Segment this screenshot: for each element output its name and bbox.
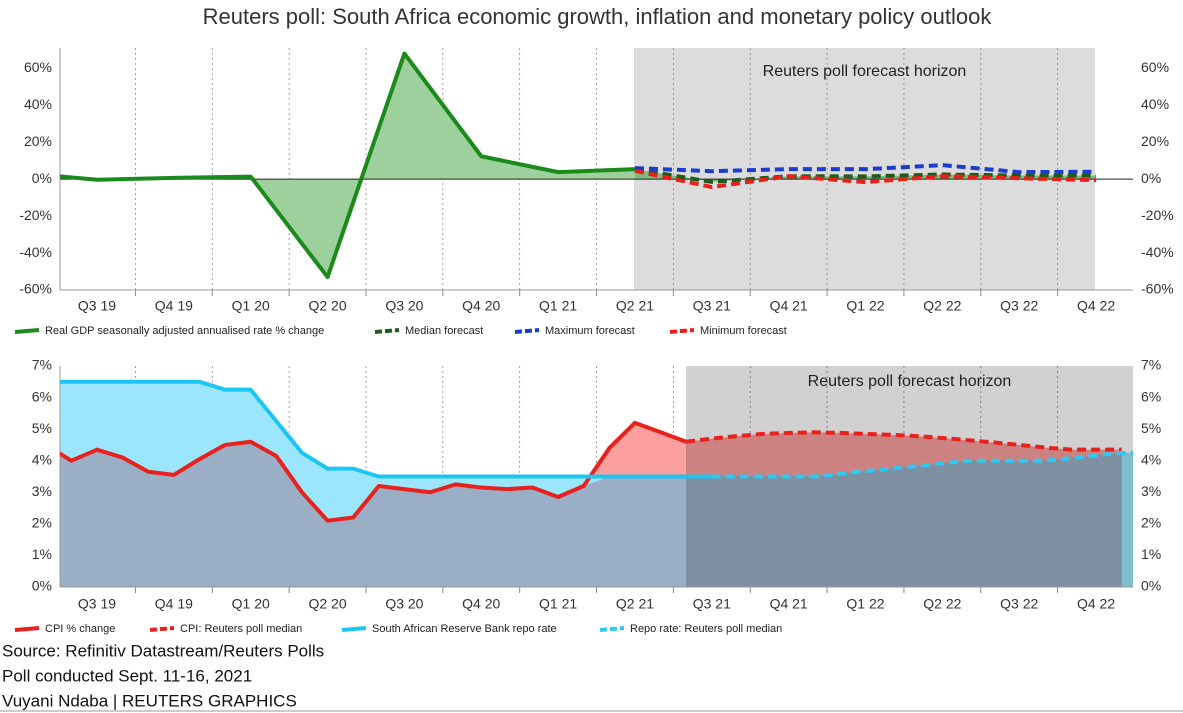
legend-label: CPI % change (45, 623, 115, 635)
x-tick-label: Q1 22 (846, 298, 884, 314)
y-tick-label: 7% (32, 357, 52, 373)
series-line (634, 167, 1097, 184)
x-tick-label: Q2 22 (923, 298, 961, 314)
x-tick-label: Q4 19 (155, 596, 193, 612)
legend-swatch (14, 626, 40, 632)
legend-swatch (149, 626, 175, 632)
y2-tick-label: 60% (1141, 59, 1169, 75)
y2-tick-label: -60% (1141, 281, 1174, 297)
series-line (634, 168, 1097, 190)
y2-tick-label: 2% (1141, 515, 1161, 531)
y-tick-label: 1% (32, 546, 52, 562)
series-line (60, 420, 687, 523)
x-tick-label: Q2 21 (616, 596, 654, 612)
x-tick-label: Q1 20 (232, 596, 270, 612)
source-note: Source: Refinitiv Datastream/Reuters Pol… (2, 641, 324, 660)
x-tick-label: Q1 22 (846, 596, 884, 612)
legend-swatch (514, 328, 540, 334)
x-tick-label: Q2 20 (308, 298, 346, 314)
annotation: Reuters poll forecast horizon (763, 63, 967, 80)
x-tick-label: Q2 22 (923, 596, 961, 612)
x-tick-label: Q3 21 (693, 596, 731, 612)
series-line (685, 430, 1122, 452)
y-tick-label: 5% (32, 420, 52, 436)
y2-tick-label: 40% (1141, 96, 1169, 112)
legend-label: Maximum forecast (545, 325, 635, 337)
y2-tick-label: 3% (1141, 483, 1161, 499)
legend-label: Repo rate: Reuters poll median (630, 623, 782, 635)
y-tick-label: 40% (24, 96, 52, 112)
x-tick-label: Q3 22 (1000, 298, 1038, 314)
legend-swatch (341, 626, 367, 632)
y-tick-label: -40% (19, 244, 52, 260)
legend-label: South African Reserve Bank repo rate (372, 623, 557, 635)
x-tick-label: Q3 22 (1000, 596, 1038, 612)
legend-label: Real GDP seasonally adjusted annualised … (45, 325, 324, 337)
legend-swatch (669, 328, 695, 334)
y2-tick-label: 0% (1141, 578, 1161, 594)
y2-tick-label: -20% (1141, 207, 1174, 223)
y2-tick-label: -40% (1141, 244, 1174, 260)
series-line (711, 450, 1133, 479)
annotation: Reuters poll forecast horizon (808, 373, 1012, 390)
x-tick-label: Q3 20 (385, 596, 423, 612)
x-tick-label: Q3 21 (693, 298, 731, 314)
y2-tick-label: 4% (1141, 451, 1161, 467)
series-line (634, 163, 1097, 175)
x-tick-label: Q3 20 (385, 298, 423, 314)
y2-tick-label: 7% (1141, 357, 1161, 373)
legend-label: Minimum forecast (700, 325, 787, 337)
x-tick-label: Q2 21 (616, 298, 654, 314)
x-tick-label: Q4 19 (155, 298, 193, 314)
y-tick-label: -60% (19, 281, 52, 297)
overlap-area (60, 441, 1122, 587)
y-tick-label: 20% (24, 133, 52, 149)
x-tick-label: Q2 20 (308, 596, 346, 612)
series-line (60, 379, 712, 479)
y-tick-label: 0% (32, 170, 52, 186)
legend-label: CPI: Reuters poll median (180, 623, 302, 635)
x-tick-label: Q3 19 (78, 596, 116, 612)
forecast-region (686, 366, 1133, 587)
legend-swatch (14, 328, 40, 334)
x-tick-label: Q4 21 (770, 596, 808, 612)
y-tick-label: -20% (19, 207, 52, 223)
x-tick-label: Q4 22 (1077, 298, 1115, 314)
x-tick-label: Q1 20 (232, 298, 270, 314)
y-tick-label: 60% (24, 59, 52, 75)
chart-title: Reuters poll: South Africa economic grow… (203, 4, 993, 29)
legend-label: Median forecast (405, 325, 483, 337)
x-tick-label: Q4 21 (770, 298, 808, 314)
y-tick-label: 6% (32, 388, 52, 404)
y2-tick-label: 0% (1141, 170, 1161, 186)
x-tick-label: Q1 21 (539, 596, 577, 612)
area (60, 53, 635, 278)
x-tick-label: Q3 19 (78, 298, 116, 314)
legend-swatch (374, 328, 400, 334)
x-tick-label: Q4 20 (462, 596, 500, 612)
x-tick-label: Q4 20 (462, 298, 500, 314)
poll-note: Poll conducted Sept. 11-16, 2021 (2, 666, 252, 685)
y2-tick-label: 1% (1141, 546, 1161, 562)
x-tick-label: Q4 22 (1077, 596, 1115, 612)
series-line (60, 51, 636, 280)
y-tick-label: 4% (32, 451, 52, 467)
y-tick-label: 2% (32, 515, 52, 531)
x-tick-label: Q1 21 (539, 298, 577, 314)
y2-tick-label: 6% (1141, 388, 1161, 404)
y-tick-label: 3% (32, 483, 52, 499)
legend-swatch (599, 626, 625, 632)
y2-tick-label: 20% (1141, 133, 1169, 149)
credit-note: Vuyani Ndaba | REUTERS GRAPHICS (2, 691, 297, 710)
y2-tick-label: 5% (1141, 420, 1161, 436)
y-tick-label: 0% (32, 578, 52, 594)
